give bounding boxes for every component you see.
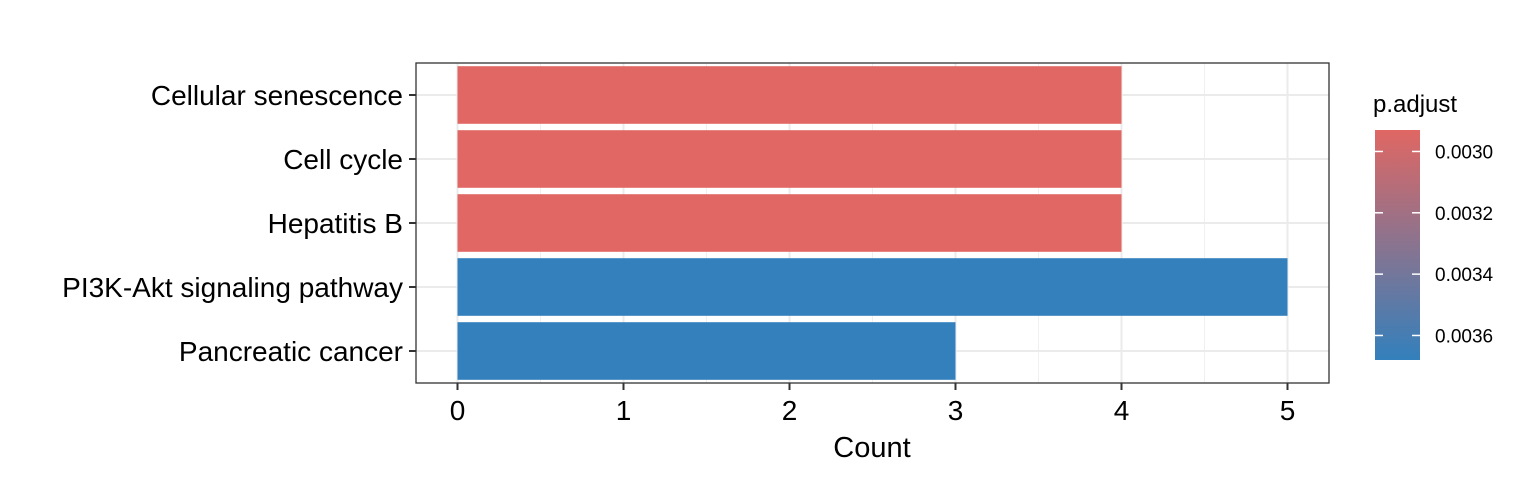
bar [457, 194, 1122, 252]
axes: Cellular senescence Cell cycle Hepatitis B… [62, 80, 1295, 426]
x-tick-label: 4 [1114, 395, 1130, 426]
legend-tick-label: 0.0032 [1435, 204, 1493, 225]
legend-colorbar [1375, 130, 1420, 360]
y-tick-label: Pancreatic cancer [179, 336, 403, 367]
bar [457, 322, 956, 380]
legend-title: p.adjust [1373, 91, 1457, 118]
x-tick-label: 3 [948, 395, 964, 426]
bar [457, 66, 1122, 124]
bar [457, 130, 1122, 188]
x-tick-label: 5 [1280, 395, 1296, 426]
x-tick-label: 0 [450, 395, 466, 426]
legend-tick-label: 0.0034 [1435, 265, 1494, 286]
x-axis-title: Count [833, 432, 910, 464]
bars [457, 66, 1288, 380]
y-tick-label: Cell cycle [283, 144, 403, 175]
legend-tick-label: 0.0036 [1435, 326, 1493, 347]
legend-tick-label: 0.0030 [1435, 142, 1493, 163]
x-tick-label: 2 [782, 395, 798, 426]
legend: p.adjust 0.0030 0.0032 0.0034 0.0036 [1373, 91, 1494, 360]
y-tick-label: Hepatitis B [268, 208, 403, 239]
x-tick-label: 1 [616, 395, 632, 426]
y-tick-label: Cellular senescence [151, 80, 403, 111]
y-tick-label: PI3K-Akt signaling pathway [62, 272, 403, 303]
bar [457, 258, 1288, 316]
